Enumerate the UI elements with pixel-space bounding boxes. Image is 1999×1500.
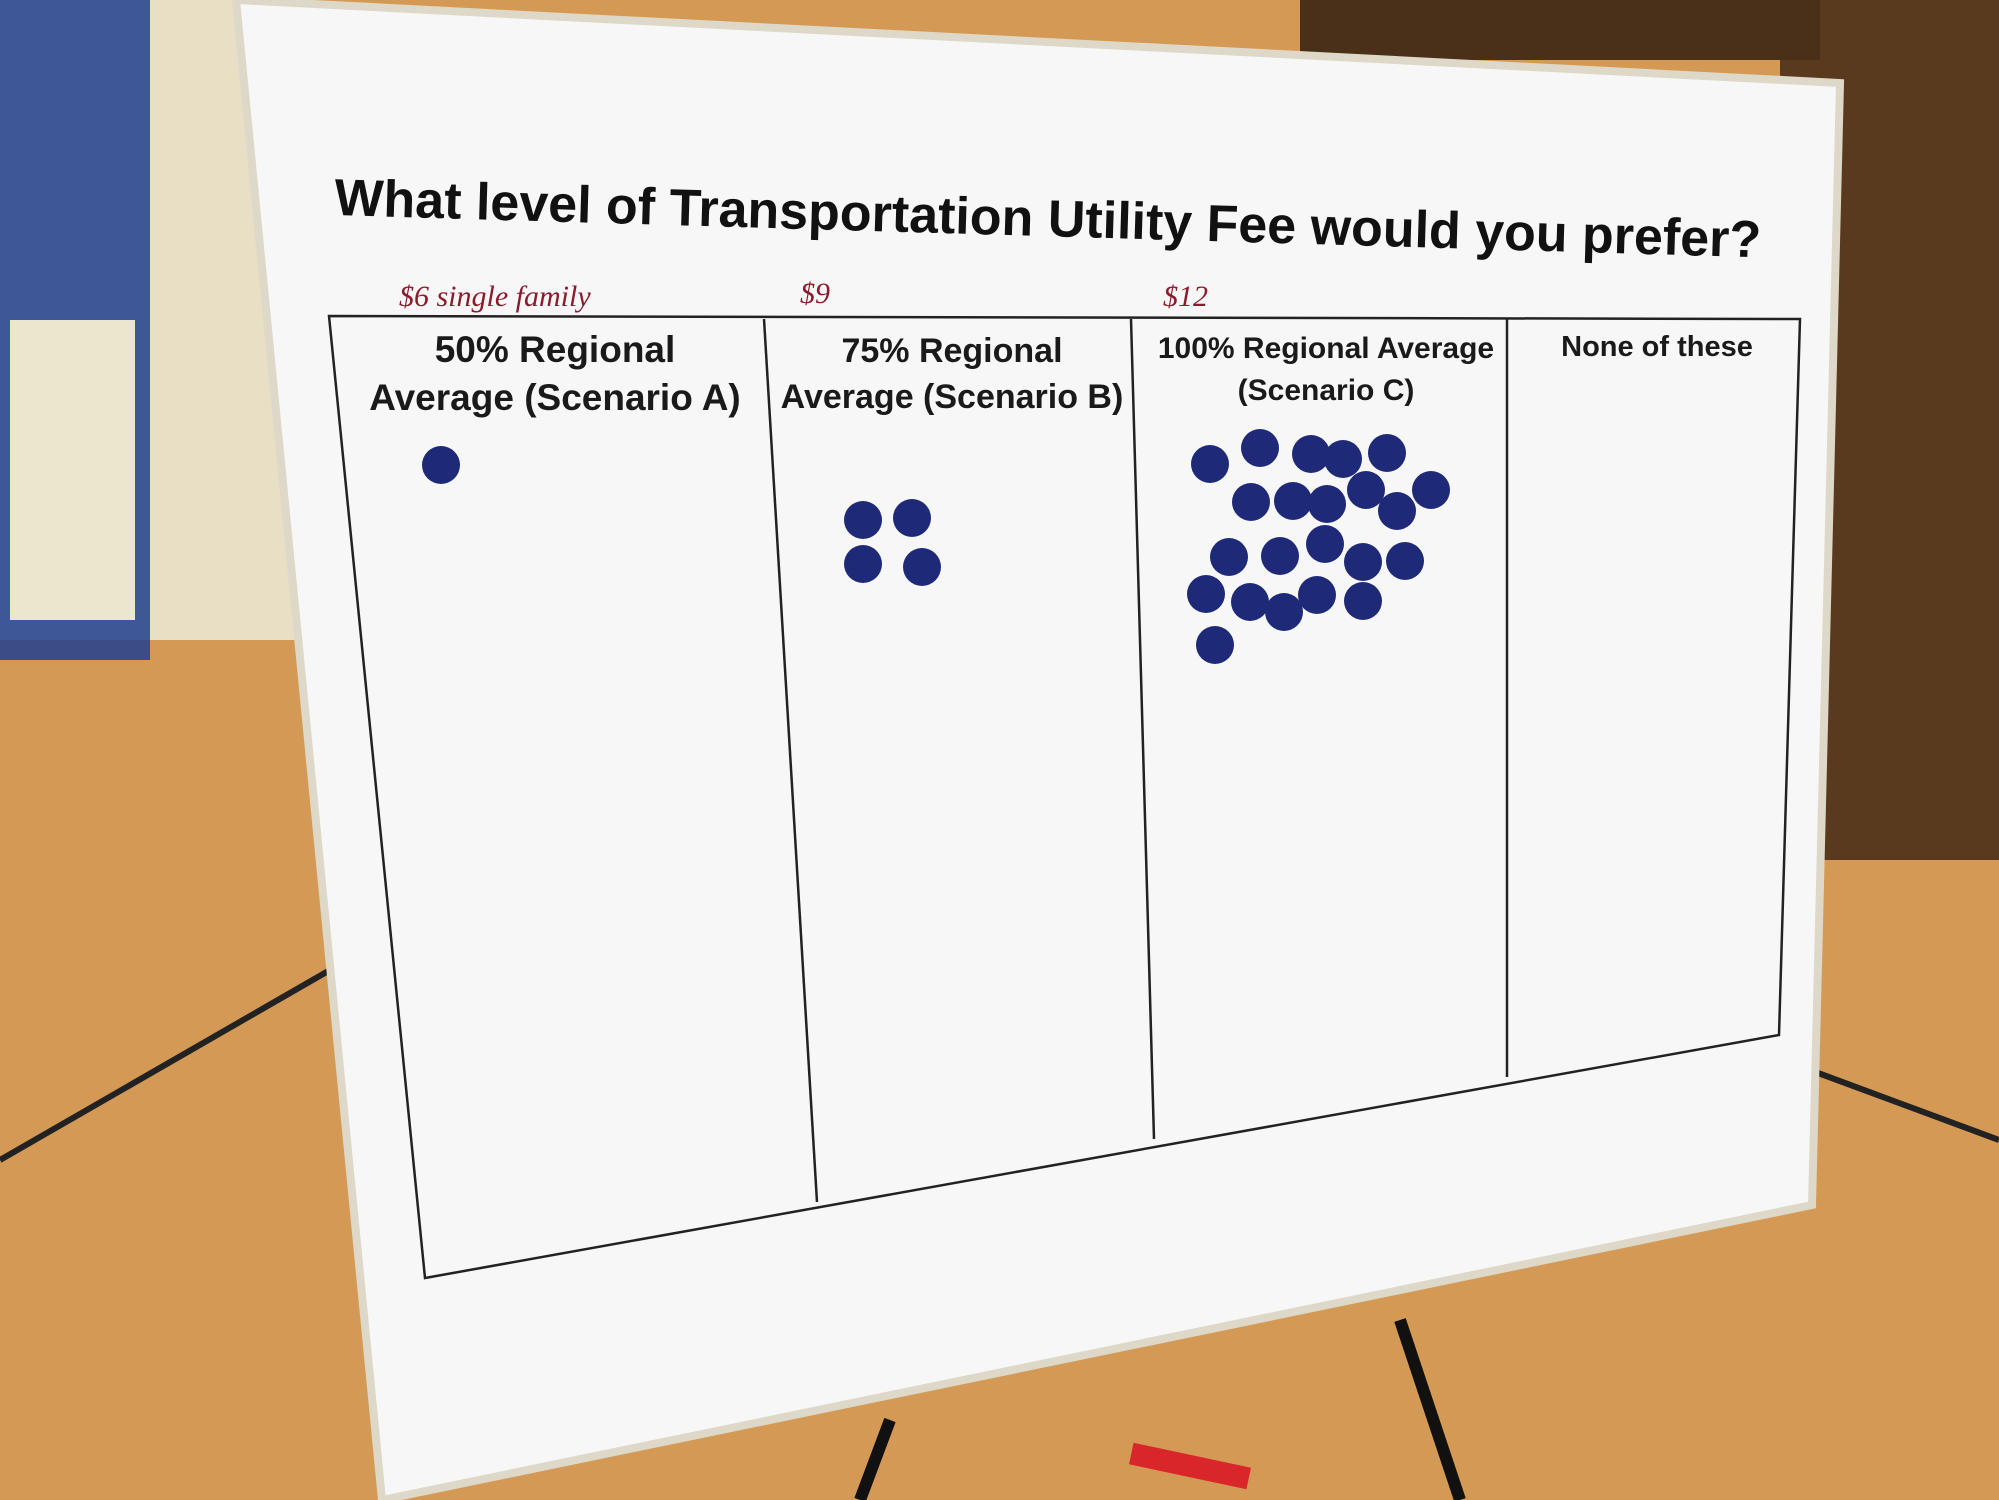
vote-dot [844,501,882,539]
vote-dot [903,548,941,586]
vote-dot [1298,576,1336,614]
vote-dot [1210,538,1248,576]
column-header: None of these [1561,331,1753,363]
vote-dot [1306,525,1344,563]
wood-door-top [1300,0,1820,60]
floor-tape [1129,1442,1251,1490]
vote-dot [1265,593,1303,631]
vote-dot [1308,485,1346,523]
wall-panel [10,320,135,620]
vote-dot [1196,626,1234,664]
vote-dot [1187,575,1225,613]
vote-dots [422,429,1450,664]
column-header: Average (Scenario A) [369,377,741,418]
vote-dot [1232,483,1270,521]
floor-line [1808,1067,1999,1143]
vote-dot [1378,492,1416,530]
vote-dot [1344,582,1382,620]
vote-dot [1241,429,1279,467]
column-divider [1129,318,1156,1140]
vote-dot [1386,542,1424,580]
column-divider [762,318,819,1203]
column-header: 100% Regional Average [1158,332,1494,365]
column-header: 50% Regional [435,329,676,370]
price-note: $12 [1163,280,1208,313]
vote-dot [1412,471,1450,509]
vote-dot [1368,434,1406,472]
vote-dot [1324,440,1362,478]
vote-dot [1344,543,1382,581]
table-border [327,314,1802,1280]
vote-dot [1292,435,1330,473]
vote-dot [893,499,931,537]
column-header: Average (Scenario B) [781,378,1124,416]
vote-dot [1347,471,1385,509]
vote-dot [1274,482,1312,520]
vote-dot [1261,537,1299,575]
vote-dot [1231,583,1269,621]
easel-leg [854,1417,896,1500]
column-header: 75% Regional [841,332,1062,370]
vote-dot [844,545,882,583]
column-header: (Scenario C) [1238,374,1415,407]
vote-dot [422,446,460,484]
price-note: $9 [800,277,830,310]
poster-board [231,0,1845,1500]
price-note: $6 single family [399,280,591,313]
easel-leg [1394,1318,1466,1500]
vote-dot [1191,445,1229,483]
floor-line [0,967,332,1163]
